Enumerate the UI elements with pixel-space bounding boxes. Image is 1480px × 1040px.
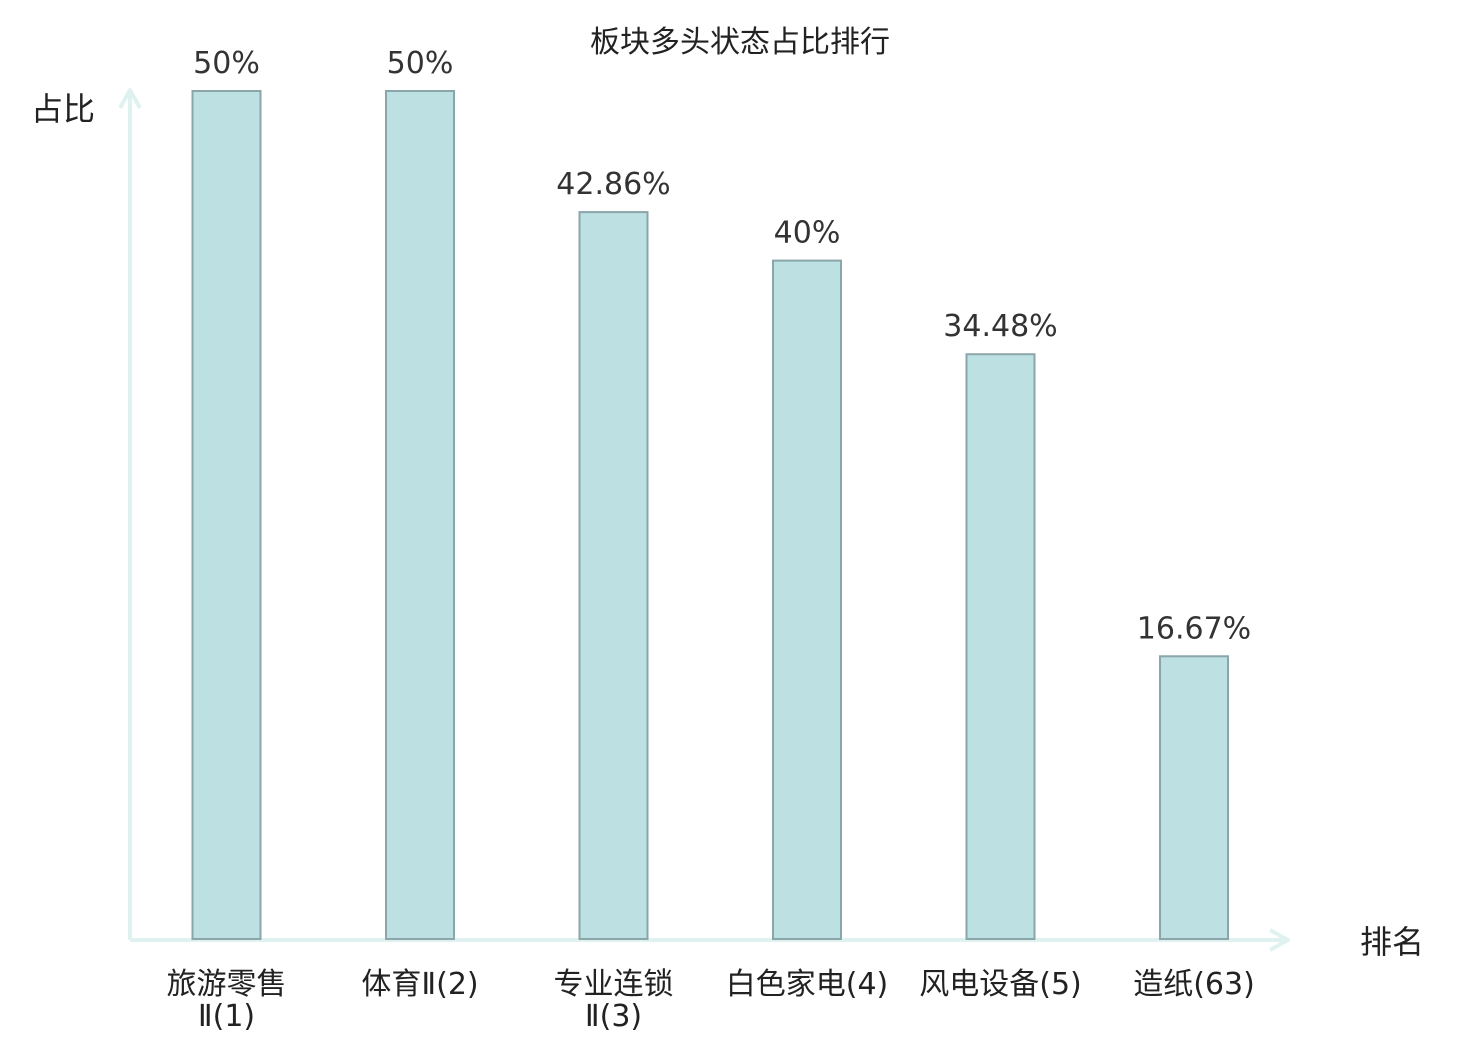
y-axis-arrow-icon bbox=[118, 88, 142, 109]
category-label: 白色家电(4) bbox=[726, 967, 889, 1002]
category-label: 专业连锁 bbox=[554, 967, 674, 1002]
bar bbox=[1159, 655, 1229, 940]
value-label: 42.86% bbox=[556, 167, 670, 202]
value-label: 50% bbox=[193, 46, 260, 81]
x-axis-arrow-icon bbox=[1269, 928, 1290, 952]
bar bbox=[191, 90, 262, 940]
value-label: 16.67% bbox=[1137, 611, 1251, 646]
bar bbox=[965, 353, 1036, 941]
bar bbox=[385, 90, 455, 940]
value-label: 50% bbox=[387, 46, 454, 81]
category-label: 旅游零售 bbox=[167, 967, 287, 1002]
category-label: 风电设备(5) bbox=[919, 967, 1082, 1002]
axes bbox=[118, 88, 1290, 952]
category-label-suffix: Ⅱ(3) bbox=[585, 999, 642, 1034]
bar bbox=[772, 259, 842, 941]
x-axis-label: 排名 bbox=[1360, 923, 1424, 961]
value-label: 40% bbox=[774, 216, 841, 251]
category-label: 造纸(63) bbox=[1133, 967, 1255, 1002]
category-label: 体育Ⅱ(2) bbox=[361, 967, 478, 1002]
bar bbox=[578, 211, 649, 940]
value-label: 34.48% bbox=[943, 309, 1057, 344]
chart-title: 板块多头状态占比排行 bbox=[590, 25, 890, 60]
category-label-suffix: Ⅱ(1) bbox=[198, 999, 255, 1034]
y-axis-label: 占比 bbox=[31, 90, 95, 128]
bars-group bbox=[191, 90, 1229, 941]
value-labels-group: 50% 50% 42.86% 40% 34.48% 16.67% bbox=[193, 46, 1251, 646]
